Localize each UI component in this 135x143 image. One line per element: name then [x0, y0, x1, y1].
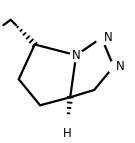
Text: N: N [104, 31, 112, 44]
Text: N: N [116, 60, 124, 73]
Text: N: N [72, 49, 81, 62]
Text: H: H [63, 127, 72, 140]
